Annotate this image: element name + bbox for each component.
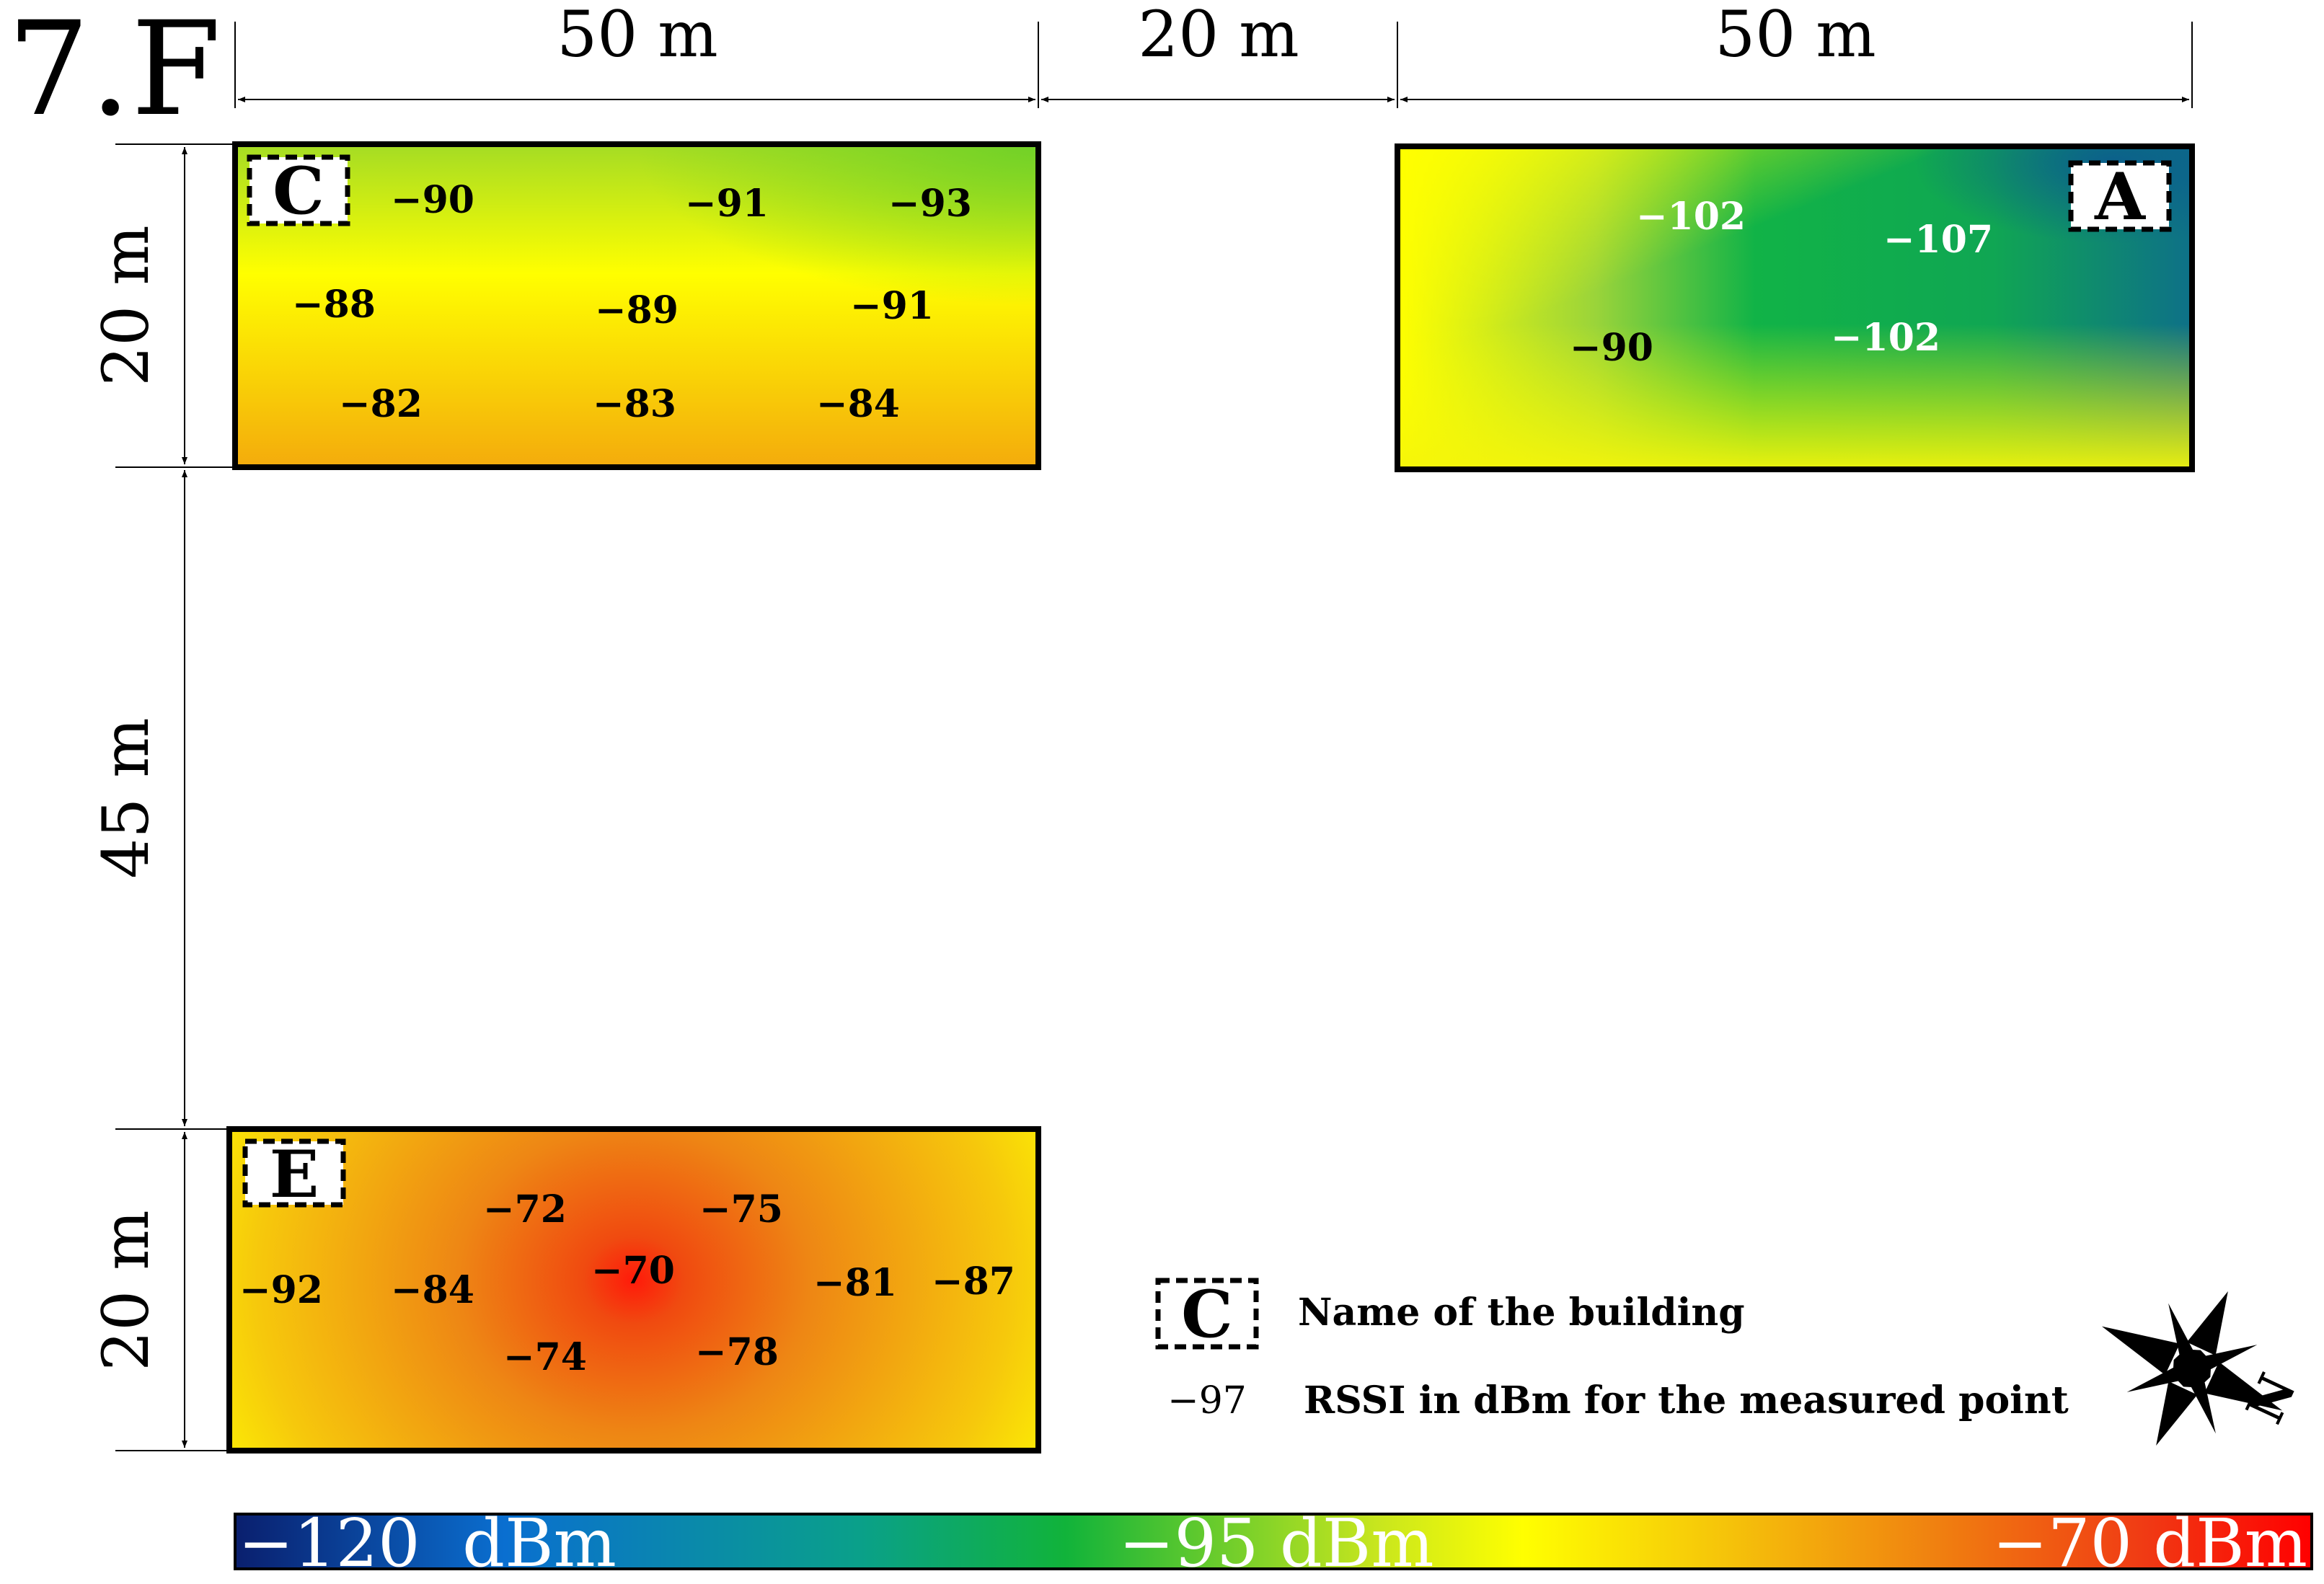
building-e-outline [226,1126,1041,1454]
building-c: C −90 −91 −93 −88 −89 −91 −82 −83 −84 [232,141,1041,470]
rssi-point: −87 [932,1260,1015,1304]
legend-building-symbol: C [1181,1276,1233,1353]
rssi-point: −78 [695,1330,779,1374]
dim-top-left: 50 m [557,0,717,71]
rssi-point: −75 [699,1187,783,1231]
building-e-heatmap [229,1129,1038,1451]
building-a: A −102 −107 −90 −102 [1395,143,2195,472]
legend-building-box [1155,1278,1259,1350]
building-e: E −72 −75 −92 −84 −70 −81 −87 −74 −78 [226,1126,1041,1454]
dim-left-middle: 45 m [89,717,163,878]
rssi-point: −72 [483,1187,567,1231]
colorbar: −120 dBm −95 dBm −70 dBm [234,1505,2313,1582]
rssi-point: −91 [850,284,934,328]
horizontal-dimensions [234,22,2193,108]
vertical-dimensions [115,143,235,1451]
building-a-label: A [2094,159,2146,235]
dim-top-right: 50 m [1715,0,1875,71]
rssi-point: −84 [391,1268,474,1312]
building-e-label-box [242,1138,346,1208]
rssi-point: −84 [816,382,900,426]
rssi-point: −102 [1636,195,1746,239]
building-e-label: E [270,1136,319,1213]
rssi-point: −107 [1883,218,1993,262]
building-c-outline [232,141,1041,470]
rssi-point: −102 [1831,316,1940,360]
legend-rssi-text: RSSI in dBm for the measured point [1304,1379,2069,1422]
colorbar-mid-label: −95 dBm [1118,1505,1433,1582]
building-c-label-box [247,154,350,226]
rssi-point: −91 [685,182,769,226]
rssi-point: −93 [888,182,972,226]
rssi-point: −70 [591,1249,675,1293]
legend-rssi-symbol: −97 [1167,1379,1247,1422]
colorbar-gradient [234,1513,2313,1570]
rssi-point: −83 [593,382,676,426]
legend-building-text: Name of the building [1298,1291,1745,1335]
rssi-point: −89 [595,288,679,332]
rssi-point: −74 [503,1335,587,1379]
north-letter: N [2235,1365,2308,1432]
dim-top-middle: 20 m [1138,0,1299,71]
rssi-point: −81 [813,1261,897,1305]
building-c-label: C [273,153,324,229]
dim-left-bottom: 20 m [89,1210,163,1371]
colorbar-max-label: −70 dBm [1992,1505,2307,1582]
legend: C Name of the building −97 RSSI in dBm f… [1155,1276,2069,1422]
building-a-outline [1395,143,2195,472]
rssi-point: −92 [239,1268,323,1312]
building-a-label-box [2068,160,2172,232]
dim-left-top: 20 m [89,225,163,386]
north-arrow-icon: N [2101,1291,2308,1446]
rssi-point: −90 [391,178,474,222]
rssi-point: −90 [1570,326,1653,370]
colorbar-min-label: −120 dBm [238,1505,617,1582]
rssi-point: −88 [292,283,376,327]
rssi-point: −82 [339,382,423,426]
floor-label: 7.F [7,0,221,145]
